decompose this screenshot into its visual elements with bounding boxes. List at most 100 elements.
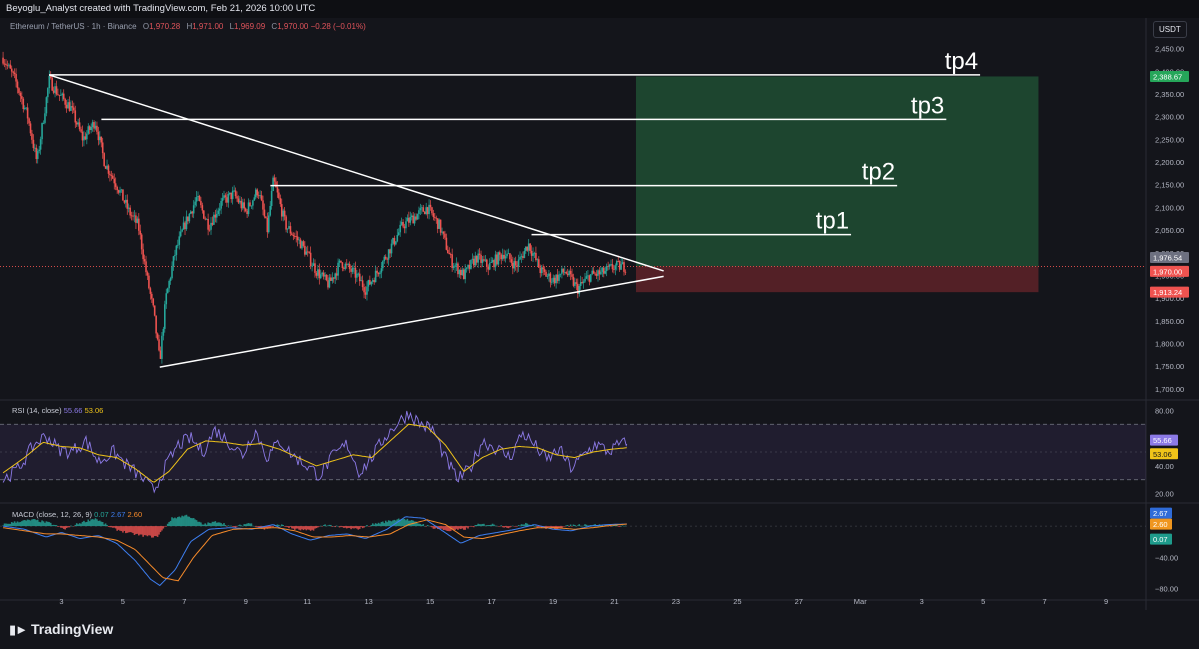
candle-body: [527, 243, 530, 251]
candle-body: [460, 269, 462, 276]
macd-histogram-bar: [405, 520, 407, 527]
price-badge: [1150, 251, 1189, 263]
price-badge-label: 1,976.54: [1153, 253, 1182, 262]
macd-histogram-bar: [488, 525, 491, 527]
candle-body: [517, 259, 520, 267]
macd-histogram-bar: [328, 524, 331, 527]
candle-body: [562, 268, 565, 273]
profit-target-zone[interactable]: [635, 76, 1039, 267]
macd-histogram-bar: [16, 521, 19, 527]
candle-body: [520, 256, 523, 257]
macd-legend[interactable]: MACD (close, 12, 26, 9) 0.07 2.67 2.60: [12, 510, 142, 519]
candle-body: [483, 259, 485, 261]
candle-body: [408, 217, 410, 223]
macd-histogram-bar: [214, 521, 217, 527]
candle-body: [49, 76, 52, 78]
macd-histogram-bar: [122, 526, 124, 533]
macd-histogram-bar: [254, 526, 257, 527]
macd-histogram-bar: [228, 525, 231, 527]
candle-body: [175, 245, 178, 255]
triangle-lower-trendline[interactable]: [159, 275, 664, 368]
candle-body: [192, 205, 195, 214]
candle-body: [213, 214, 215, 225]
candle-body: [611, 264, 614, 270]
candle-body: [15, 74, 17, 82]
candle-body: [436, 218, 439, 229]
candle-body: [58, 94, 61, 96]
macd-histogram-bar: [201, 524, 204, 527]
macd-histogram-bar: [513, 526, 516, 527]
candle-body: [60, 95, 62, 96]
candle-body: [608, 264, 611, 267]
candle-body: [29, 123, 32, 134]
macd-histogram-bar: [464, 526, 466, 530]
macd-histogram-bar: [265, 526, 267, 529]
candle-body: [358, 273, 361, 282]
macd-histogram-bar: [71, 525, 74, 527]
macd-histogram-bar: [112, 526, 114, 528]
candle-body: [202, 210, 205, 219]
macd-histogram-bar: [114, 526, 117, 529]
candle-body: [546, 275, 549, 277]
macd-histogram-bar: [525, 522, 527, 527]
time-tick-label: 11: [303, 597, 311, 606]
macd-histogram-bar: [309, 526, 312, 531]
candle-body: [330, 277, 332, 281]
candle-body: [185, 216, 188, 230]
macd-histogram-bar: [184, 515, 186, 527]
candle-body: [113, 178, 116, 184]
candle-body: [16, 81, 19, 89]
candle-body: [311, 265, 313, 267]
candle-body: [454, 265, 456, 267]
candle-body: [621, 262, 624, 265]
candle-body: [187, 216, 189, 222]
candle-body: [298, 239, 300, 241]
macd-histogram-bar: [588, 525, 591, 527]
candle-body: [151, 293, 153, 299]
candle-body: [200, 201, 202, 206]
candle-body: [422, 207, 425, 212]
macd-histogram-bar: [120, 526, 123, 532]
candle-body: [324, 274, 326, 277]
candle-body: [392, 237, 394, 244]
macd-histogram-bar: [597, 525, 599, 527]
candle-body: [331, 277, 334, 281]
tradingview-brand[interactable]: ▮► TradingView: [9, 621, 113, 638]
macd-histogram-bar: [257, 526, 260, 528]
candle-body: [228, 192, 231, 194]
macd-histogram-bar: [179, 517, 182, 527]
ohlc-high: 1,971.00: [192, 22, 224, 31]
candle-body: [39, 139, 42, 150]
candle-body: [319, 274, 322, 279]
candle-body: [71, 106, 74, 108]
candle-body: [413, 216, 416, 224]
macd-histogram-bar: [418, 523, 420, 527]
macd-histogram-bar: [269, 526, 272, 528]
currency-button[interactable]: USDT: [1153, 21, 1187, 38]
macd-histogram-bar: [270, 526, 273, 527]
macd-histogram-bar: [306, 526, 309, 530]
macd-histogram-bar: [351, 526, 354, 529]
macd-histogram-bar: [164, 526, 166, 527]
macd-histogram-bar: [213, 521, 215, 527]
macd-histogram-bar: [36, 519, 39, 527]
symbol-legend[interactable]: Ethereum / TetherUS · 1h · Binance O1,97…: [10, 22, 366, 31]
macd-histogram-bar: [444, 526, 446, 530]
candle-body: [171, 266, 173, 279]
candle-body: [576, 283, 579, 294]
macd-histogram-bar: [241, 525, 244, 527]
stop-loss-zone[interactable]: [635, 266, 1039, 293]
candle-body: [514, 261, 517, 266]
macd-histogram-bar: [438, 526, 440, 530]
candle-body: [335, 273, 338, 276]
candle-body: [31, 133, 33, 140]
macd-histogram-bar: [74, 524, 77, 527]
candle-body: [220, 200, 222, 209]
candle-body: [315, 272, 318, 276]
rsi-legend[interactable]: RSI (14, close) 55.66 53.06: [12, 406, 103, 415]
macd-histogram-bar: [132, 526, 134, 534]
triangle-upper-trendline[interactable]: [48, 74, 664, 272]
candle-body: [571, 274, 573, 277]
